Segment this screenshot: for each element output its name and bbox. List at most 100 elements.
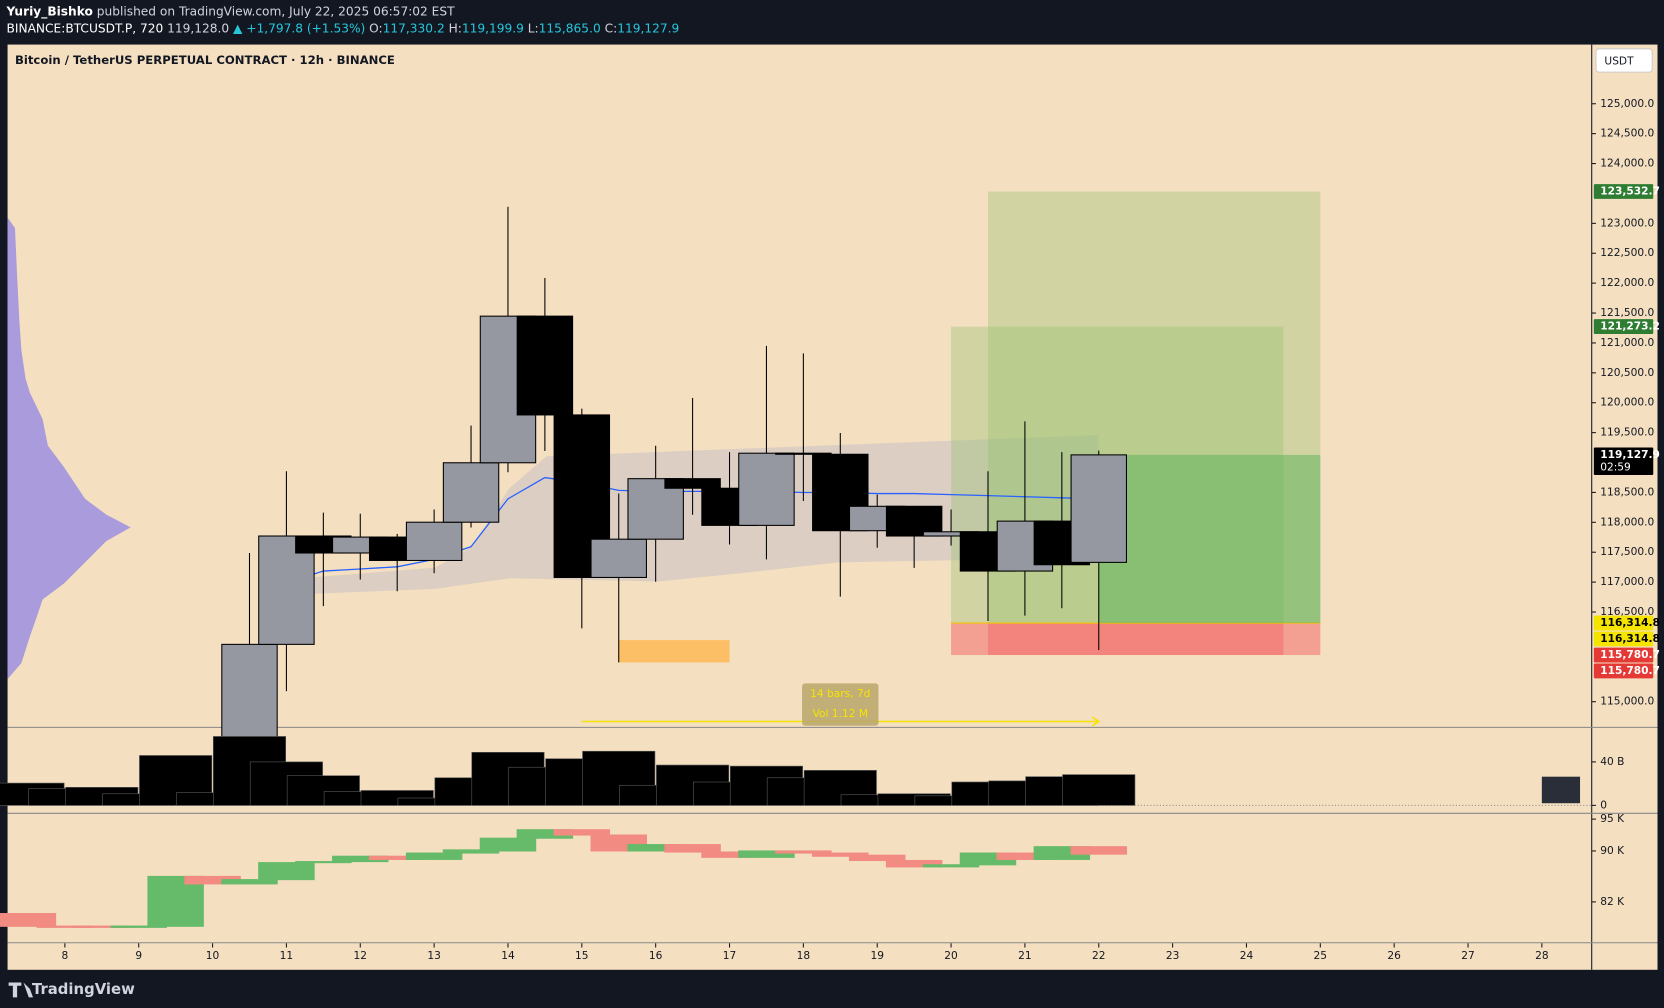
price-label: 119,127.9 bbox=[1600, 448, 1660, 461]
zone bbox=[618, 640, 730, 663]
y-tick-label: 120,500.0 bbox=[1600, 366, 1654, 379]
h-l: H: bbox=[449, 21, 462, 35]
candle-body bbox=[516, 315, 574, 416]
y-tick-label: 117,000.0 bbox=[1600, 575, 1654, 588]
y-tick-label: 123,000.0 bbox=[1600, 216, 1654, 229]
x-tick-label: 13 bbox=[427, 949, 441, 962]
candle-body bbox=[848, 854, 906, 862]
price-countdown: 02:59 bbox=[1600, 461, 1631, 474]
y-tick-label: 118,500.0 bbox=[1600, 485, 1654, 498]
y-tick-label: 121,000.0 bbox=[1600, 336, 1654, 349]
candle-body bbox=[258, 862, 315, 881]
price-label: 116,314.8 bbox=[1600, 632, 1660, 645]
candle-body bbox=[775, 850, 832, 854]
candle-body bbox=[664, 478, 721, 489]
y-tick-label: 118,000.0 bbox=[1600, 515, 1654, 528]
y-tick-label: 40 B bbox=[1600, 755, 1624, 768]
stop-zone bbox=[951, 623, 1284, 656]
published: published on TradingView.com, July 22, 2… bbox=[97, 4, 455, 18]
candle-body bbox=[221, 879, 278, 885]
candle-body bbox=[405, 521, 463, 562]
candle-body bbox=[812, 852, 869, 857]
price-label-bg bbox=[1593, 319, 1654, 335]
x-tick-label: 10 bbox=[206, 949, 220, 962]
candle-body bbox=[1070, 454, 1127, 563]
y-tick-label: 90 K bbox=[1600, 844, 1625, 857]
candle-body bbox=[885, 505, 943, 537]
last: 119,128.0 bbox=[167, 21, 229, 35]
candle-body bbox=[295, 861, 352, 864]
volume-profile bbox=[7, 217, 131, 680]
price-label-bg bbox=[1593, 631, 1654, 647]
price-label: 116,314.8 bbox=[1600, 616, 1660, 629]
price-label-bg bbox=[1593, 184, 1654, 199]
logo bbox=[8, 982, 34, 998]
x-tick-label: 17 bbox=[723, 949, 737, 962]
x-tick-label: 14 bbox=[501, 949, 515, 962]
x-tick-label: 23 bbox=[1166, 949, 1180, 962]
candle-body bbox=[258, 535, 315, 645]
candle-body bbox=[553, 829, 611, 836]
x-tick-label: 28 bbox=[1535, 949, 1549, 962]
price-label: 121,273.2 bbox=[1600, 320, 1660, 333]
volume-widget bbox=[1541, 776, 1581, 804]
x-tick-label: 11 bbox=[280, 949, 294, 962]
x-tick-label: 8 bbox=[61, 949, 68, 962]
candle-body bbox=[442, 462, 500, 523]
y-tick-label: 124,000.0 bbox=[1600, 157, 1654, 170]
candle-body bbox=[590, 538, 647, 578]
candle-body bbox=[885, 859, 943, 868]
c-v: 119,127.9 bbox=[617, 21, 679, 35]
candle-body bbox=[922, 864, 980, 868]
currency-button[interactable] bbox=[1595, 48, 1653, 73]
h-v: 119,199.9 bbox=[462, 21, 524, 35]
x-tick-label: 21 bbox=[1018, 949, 1032, 962]
candle-body bbox=[738, 452, 795, 526]
y-tick-label: 82 K bbox=[1600, 895, 1625, 908]
volume-bar bbox=[803, 770, 877, 806]
header-line-2: BINANCE:BTCUSDT.P, 720 119,128.0 ▲ +1,79… bbox=[7, 21, 680, 35]
x-tick-label: 25 bbox=[1314, 949, 1328, 962]
x-tick-label: 15 bbox=[575, 949, 589, 962]
brand: TradingView bbox=[32, 980, 135, 998]
x-tick-label: 22 bbox=[1092, 949, 1106, 962]
y-tick-label: 124,500.0 bbox=[1600, 127, 1654, 140]
y-tick-label: 115,000.0 bbox=[1600, 695, 1654, 708]
y-tick-label: 122,500.0 bbox=[1600, 246, 1654, 259]
x-tick-label: 12 bbox=[354, 949, 368, 962]
mark-layer bbox=[0, 206, 1136, 928]
y-tick-label: 95 K bbox=[1600, 812, 1625, 825]
x-tick-label: 20 bbox=[944, 949, 958, 962]
l-l: L: bbox=[528, 21, 539, 35]
price-label: 115,780.7 bbox=[1600, 648, 1660, 661]
y-tick-label: 120,000.0 bbox=[1600, 396, 1654, 409]
candle-body bbox=[775, 452, 832, 455]
y-tick-label: 119,500.0 bbox=[1600, 426, 1654, 439]
candle-body bbox=[479, 837, 537, 852]
price-label: 115,780.7 bbox=[1600, 664, 1660, 677]
candle-body bbox=[405, 852, 463, 860]
x-tick-label: 26 bbox=[1387, 949, 1401, 962]
c-l: C: bbox=[605, 21, 618, 35]
y-tick-label: 117,500.0 bbox=[1600, 545, 1654, 558]
measure-box bbox=[802, 683, 879, 726]
candle-body bbox=[0, 913, 57, 927]
measure-volume: Vol 1.12 M bbox=[813, 707, 868, 720]
x-tick-label: 24 bbox=[1240, 949, 1254, 962]
o-l: O: bbox=[369, 21, 383, 35]
x-tick-label: 16 bbox=[649, 949, 663, 962]
x-tick-label: 27 bbox=[1461, 949, 1475, 962]
price-label: 123,532.7 bbox=[1600, 184, 1660, 197]
symbol: BINANCE:BTCUSDT.P, 720 bbox=[7, 21, 164, 35]
price-label-bg bbox=[1593, 663, 1654, 679]
candle-body bbox=[1070, 846, 1127, 855]
y-tick-label: 125,000.0 bbox=[1600, 97, 1654, 110]
back-layer: 115,000.0 116,500.0 117,000.0 117,500.0 118,… bbox=[7, 97, 1654, 962]
currency: USDT bbox=[1604, 55, 1634, 68]
author: Yuriy_Bishko bbox=[6, 4, 93, 19]
header-line-1: Yuriy_Bishko published on TradingView.co… bbox=[6, 4, 456, 19]
x-tick-label: 19 bbox=[870, 949, 884, 962]
y-tick-label: 122,000.0 bbox=[1600, 276, 1654, 289]
price-label-bg bbox=[1593, 615, 1654, 631]
